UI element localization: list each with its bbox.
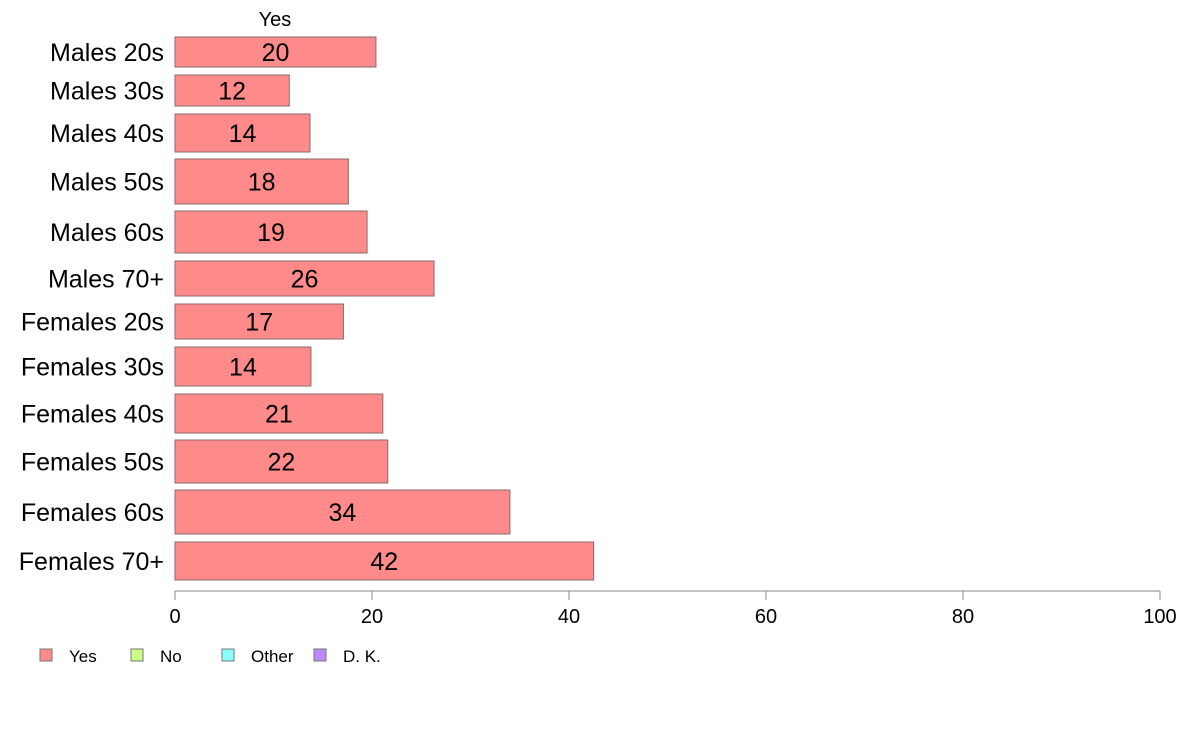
bar-value-label: 21 bbox=[265, 401, 293, 429]
bar bbox=[174, 260, 435, 297]
bar-value-label: 12 bbox=[218, 78, 246, 106]
bar bbox=[174, 393, 384, 434]
legend-label: D. K. bbox=[343, 647, 381, 666]
category-label: Males 70+ bbox=[48, 266, 164, 294]
bar bbox=[174, 210, 368, 254]
legend-swatch bbox=[39, 648, 53, 662]
category-label: Males 40s bbox=[50, 120, 164, 148]
category-label: Females 20s bbox=[21, 309, 164, 337]
category-label: Females 50s bbox=[21, 449, 164, 477]
x-tick-label: 0 bbox=[169, 606, 180, 628]
category-label: Females 40s bbox=[21, 401, 164, 429]
bar bbox=[174, 439, 389, 484]
x-tick-label: 20 bbox=[361, 606, 383, 628]
legend-label: Yes bbox=[69, 647, 97, 666]
x-axis: 0 20 40 60 80 100 bbox=[169, 590, 1177, 628]
bar bbox=[174, 74, 290, 107]
category-label: Males 50s bbox=[50, 169, 164, 197]
bar-value-label: 19 bbox=[257, 219, 285, 247]
x-tick-label: 60 bbox=[755, 606, 777, 628]
x-tick-label: 40 bbox=[558, 606, 580, 628]
series-title: Yes bbox=[259, 9, 292, 31]
category-label: Males 30s bbox=[50, 78, 164, 106]
category-labels: Males 20s Males 30s Males 40s Males 50s Male… bbox=[19, 39, 164, 576]
legend-label: Other bbox=[251, 647, 294, 666]
bar-value-label: 18 bbox=[248, 169, 276, 197]
bar bbox=[174, 541, 595, 581]
x-tick-label: 100 bbox=[1143, 606, 1176, 628]
bar-value-label: 34 bbox=[329, 499, 357, 527]
bar bbox=[174, 489, 511, 535]
bar bbox=[174, 303, 344, 340]
legend-swatch bbox=[313, 648, 327, 662]
bar bbox=[174, 158, 349, 205]
category-label: Males 20s bbox=[50, 39, 164, 67]
x-tick-label: 80 bbox=[952, 606, 974, 628]
bar-value-label: 22 bbox=[267, 449, 295, 477]
category-label: Males 60s bbox=[50, 219, 164, 247]
category-label: Females 60s bbox=[21, 499, 164, 527]
bar-value-label: 42 bbox=[370, 548, 398, 576]
bar-value-label: 17 bbox=[245, 309, 273, 337]
bar bbox=[174, 346, 312, 387]
bar-value-label: 20 bbox=[262, 39, 290, 67]
bar bbox=[174, 36, 377, 68]
bar-value-label: 14 bbox=[229, 120, 257, 148]
legend: Yes No Other D. K. bbox=[39, 647, 381, 666]
category-label: Females 70+ bbox=[19, 548, 164, 576]
bar-value-label: 14 bbox=[229, 354, 257, 382]
legend-label: No bbox=[160, 647, 182, 666]
legend-swatch bbox=[221, 648, 235, 662]
bar-value-label: 26 bbox=[291, 266, 319, 294]
category-label: Females 30s bbox=[21, 354, 164, 382]
bar bbox=[174, 113, 311, 153]
legend-swatch bbox=[130, 648, 144, 662]
